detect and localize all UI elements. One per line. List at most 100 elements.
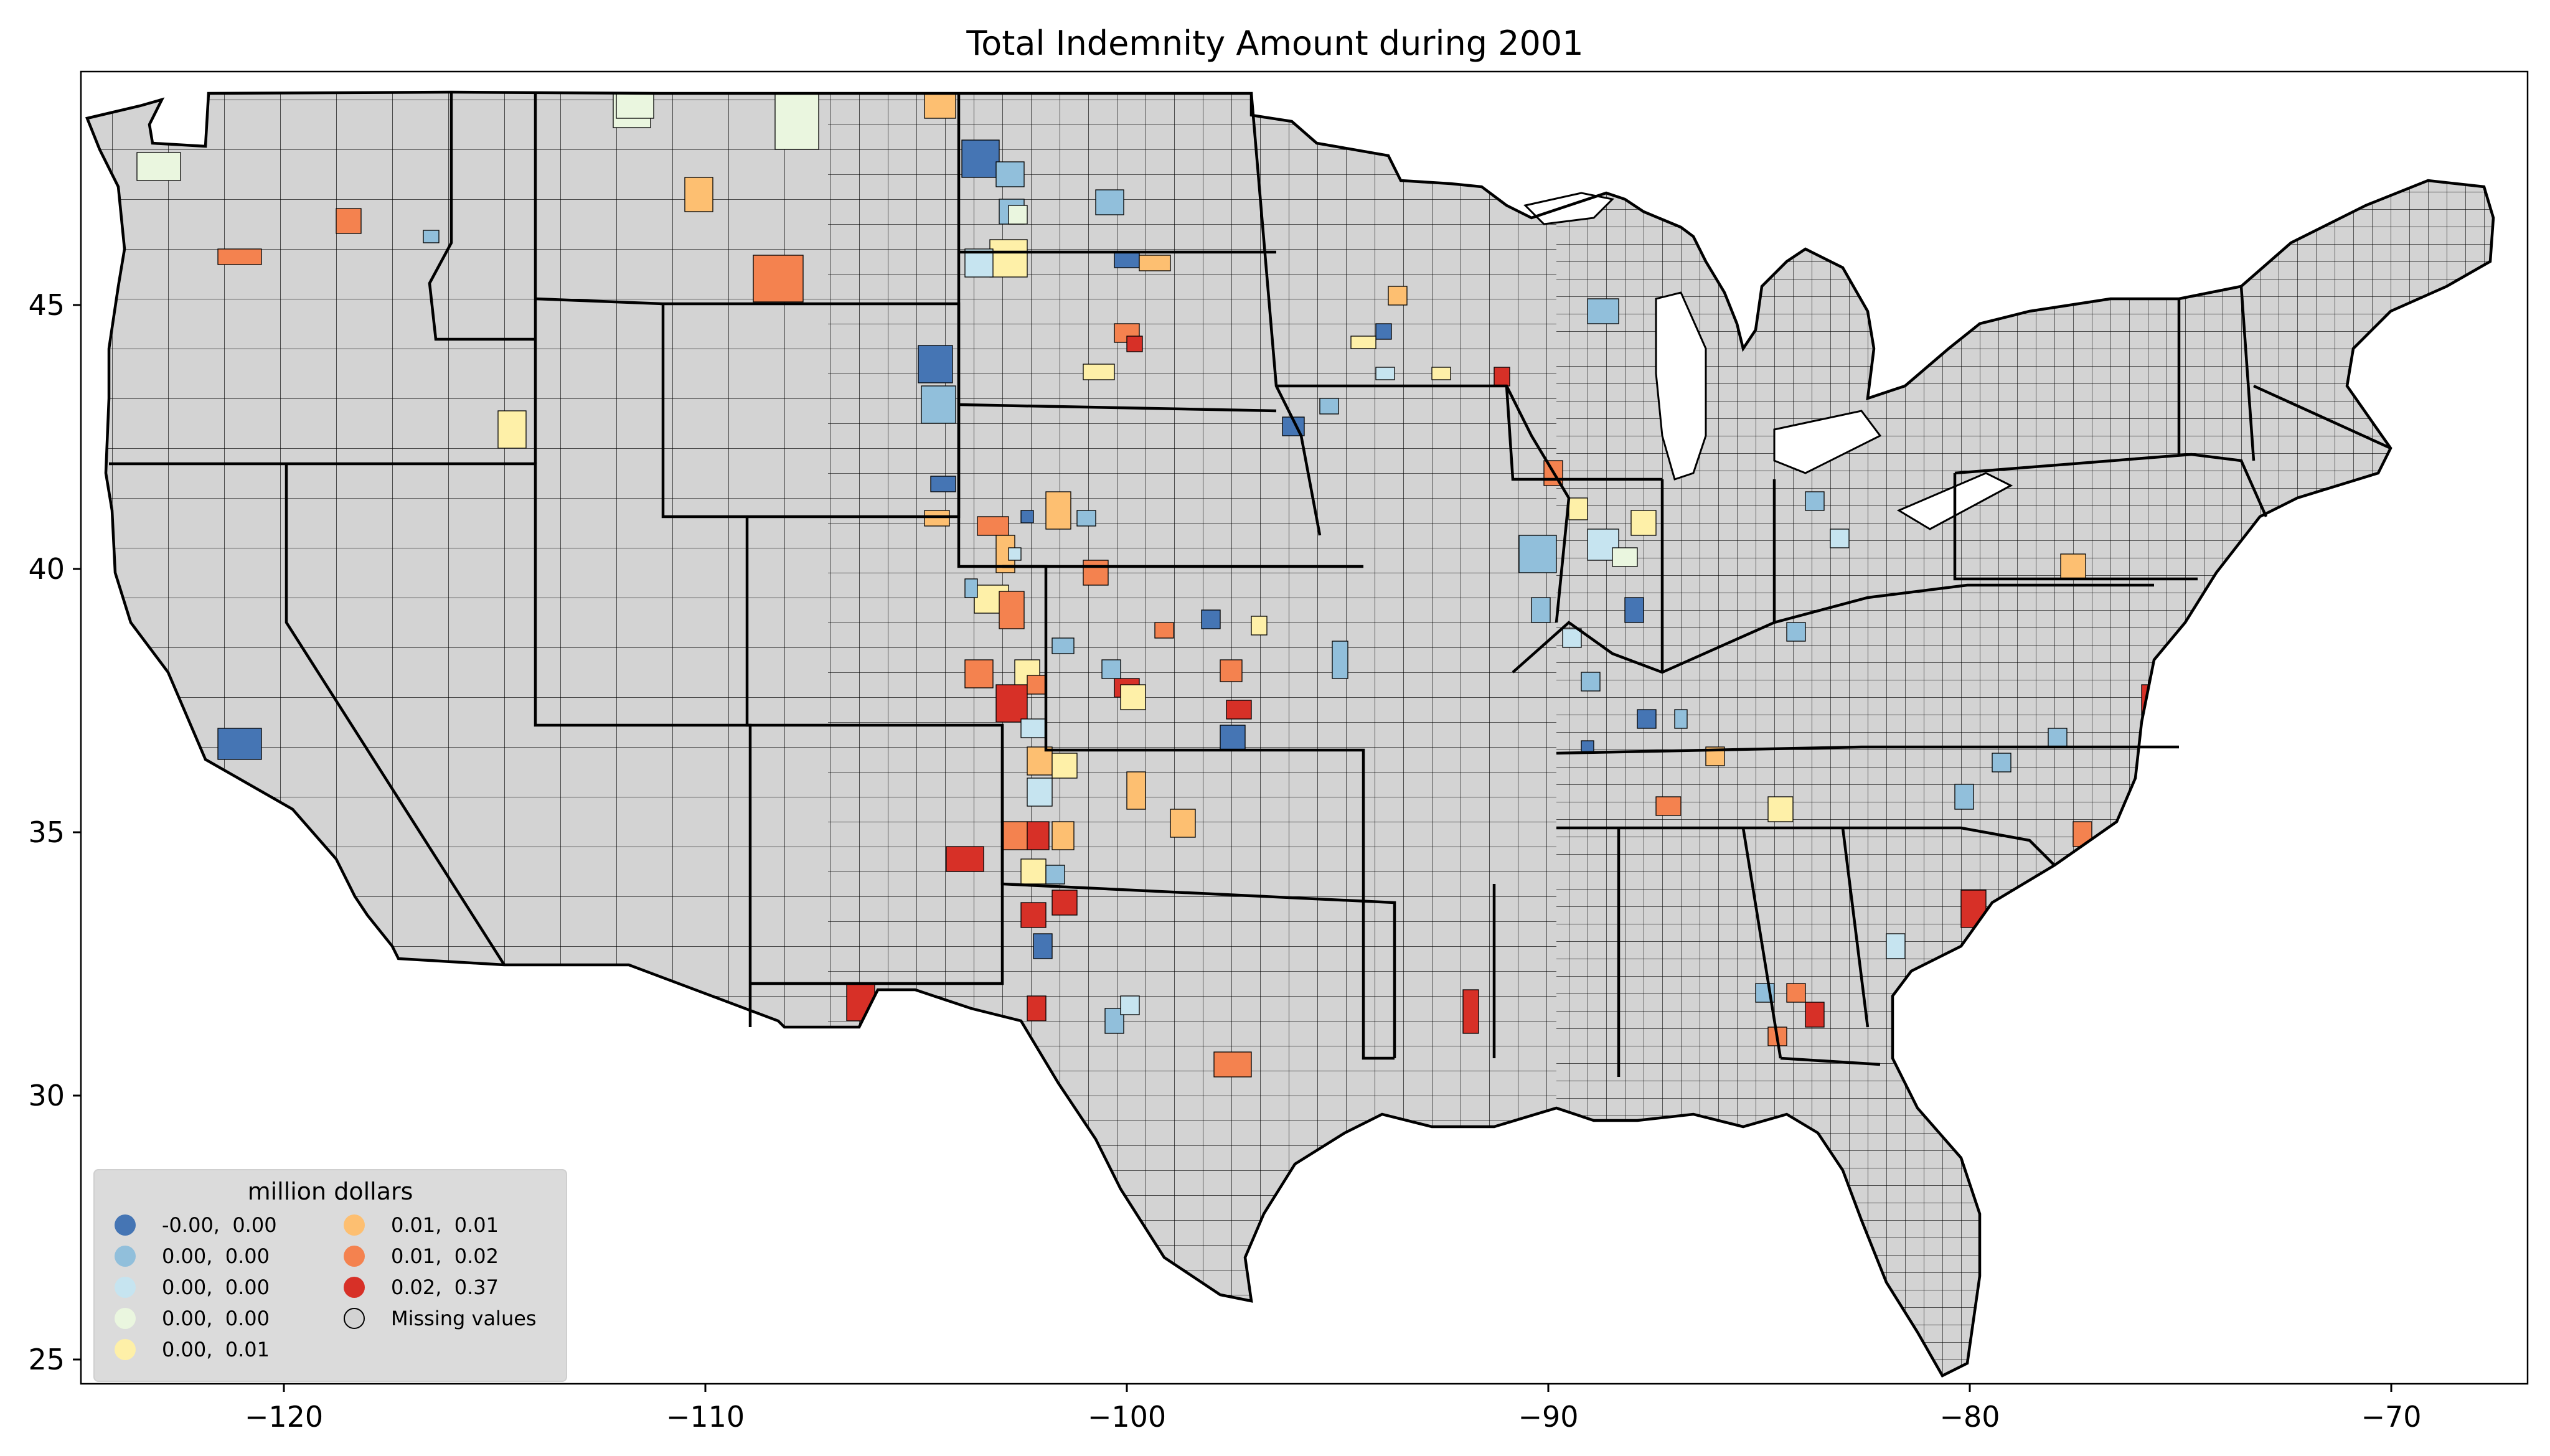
map-legend: million dollars -0.00, 0.00 0.00, 0.00 0… — [93, 1169, 567, 1382]
x-tick-label: −80 — [1939, 1400, 2000, 1434]
county-shape — [1220, 659, 1243, 682]
x-tick-label: −90 — [1518, 1400, 1578, 1434]
county-shape — [1120, 684, 1146, 710]
legend-item: 0.01, 0.02 — [344, 1241, 499, 1272]
county-shape — [924, 93, 956, 119]
county-shape — [2048, 728, 2068, 748]
county-shape — [977, 516, 1009, 536]
y-tick-label: 30 — [28, 1079, 65, 1112]
legend-label: Missing values — [391, 1307, 537, 1330]
county-shape — [1020, 718, 1047, 738]
legend-item: 0.00, 0.00 — [115, 1241, 270, 1272]
legend-item: 0.01, 0.01 — [344, 1209, 499, 1241]
county-shape — [1076, 510, 1096, 527]
county-shape — [1020, 902, 1047, 928]
county-shape — [774, 93, 819, 150]
county-shape — [930, 476, 956, 492]
y-axis: 45 40 35 30 25 — [28, 288, 65, 1376]
county-shape — [1027, 746, 1053, 776]
county-shape — [1332, 641, 1348, 679]
county-shape — [423, 230, 440, 243]
county-shape — [1612, 547, 1638, 567]
county-shape — [497, 410, 527, 449]
county-shape — [1375, 323, 1392, 340]
legend-swatch — [344, 1277, 365, 1298]
county-shape — [918, 345, 953, 383]
county-shape — [964, 248, 994, 278]
county-shape — [1786, 983, 1806, 1003]
county-shape — [1101, 659, 1121, 679]
x-tick-label: −110 — [666, 1400, 745, 1434]
map-title: Total Indemnity Amount during 2001 — [966, 24, 1584, 63]
county-shape — [1655, 796, 1682, 816]
county-shape — [1052, 890, 1078, 916]
county-shape — [1027, 675, 1047, 695]
county-shape — [1052, 753, 1078, 779]
county-shape — [1008, 547, 1022, 561]
county-shape — [1562, 628, 1582, 648]
county-shape — [989, 239, 1028, 278]
county-shape — [1045, 491, 1071, 530]
county-shape — [1095, 189, 1124, 215]
y-tick-label: 40 — [28, 552, 65, 586]
county-shape — [1954, 784, 1974, 810]
y-tick-label: 45 — [28, 288, 65, 322]
county-shape — [1027, 777, 1053, 807]
axes-ticks — [73, 304, 2392, 1392]
state-boundaries — [109, 92, 2391, 1077]
county-shape — [1637, 709, 1657, 729]
county-shape — [1008, 205, 1028, 225]
county-shape — [1020, 858, 1047, 885]
county-shape — [2060, 553, 2086, 580]
county-shape — [1431, 367, 1451, 380]
county-shape — [1251, 616, 1268, 636]
county-shape — [961, 139, 1000, 178]
county-shape — [1886, 933, 1906, 959]
county-shape — [1154, 622, 1174, 639]
county-shape — [136, 152, 181, 181]
legend-label: 0.00, 0.00 — [162, 1244, 270, 1268]
county-shape — [217, 248, 262, 265]
county-shape — [1020, 510, 1034, 524]
county-shape — [616, 93, 654, 119]
x-tick-label: −120 — [245, 1400, 323, 1434]
county-shape — [1494, 367, 1510, 387]
county-shape — [1083, 560, 1109, 586]
legend-label: 0.02, 0.37 — [391, 1275, 499, 1299]
county-shape — [1213, 1051, 1252, 1078]
county-shape — [1033, 933, 1053, 959]
legend-swatch — [115, 1246, 136, 1267]
county-shape — [946, 846, 984, 872]
legend-item: -0.00, 0.00 — [115, 1209, 277, 1241]
legend-label: 0.01, 0.02 — [391, 1244, 499, 1268]
county-shape — [1531, 597, 1551, 623]
county-shape — [1120, 995, 1140, 1015]
county-shape — [964, 659, 994, 688]
county-shape — [1226, 700, 1252, 720]
county-shape — [1027, 821, 1050, 850]
county-shape — [1220, 725, 1246, 751]
county-shape — [1083, 364, 1115, 380]
legend-item: 0.00, 0.00 — [115, 1303, 270, 1334]
y-tick-label: 35 — [28, 815, 65, 849]
county-shape — [1624, 597, 1644, 623]
county-shape — [1674, 709, 1688, 729]
county-shape — [1170, 809, 1196, 838]
county-shape — [1805, 1002, 1825, 1028]
legend-swatch — [115, 1277, 136, 1298]
legend-label: 0.00, 0.01 — [162, 1338, 270, 1361]
county-shape — [1462, 989, 1479, 1034]
county-shape — [1518, 535, 1557, 573]
x-axis: −120 −110 −100 −90 −80 −70 — [245, 1400, 2422, 1434]
legend-item: Missing values — [344, 1303, 537, 1334]
county-shape — [1786, 622, 1806, 642]
county-shape — [1375, 367, 1395, 380]
county-shape — [1568, 497, 1588, 520]
county-shape — [1388, 286, 1408, 306]
legend-swatch-missing — [344, 1308, 365, 1329]
county-shape — [1201, 609, 1221, 629]
y-tick-label: 25 — [28, 1343, 65, 1376]
county-shape — [753, 255, 804, 303]
legend-swatch — [115, 1308, 136, 1329]
